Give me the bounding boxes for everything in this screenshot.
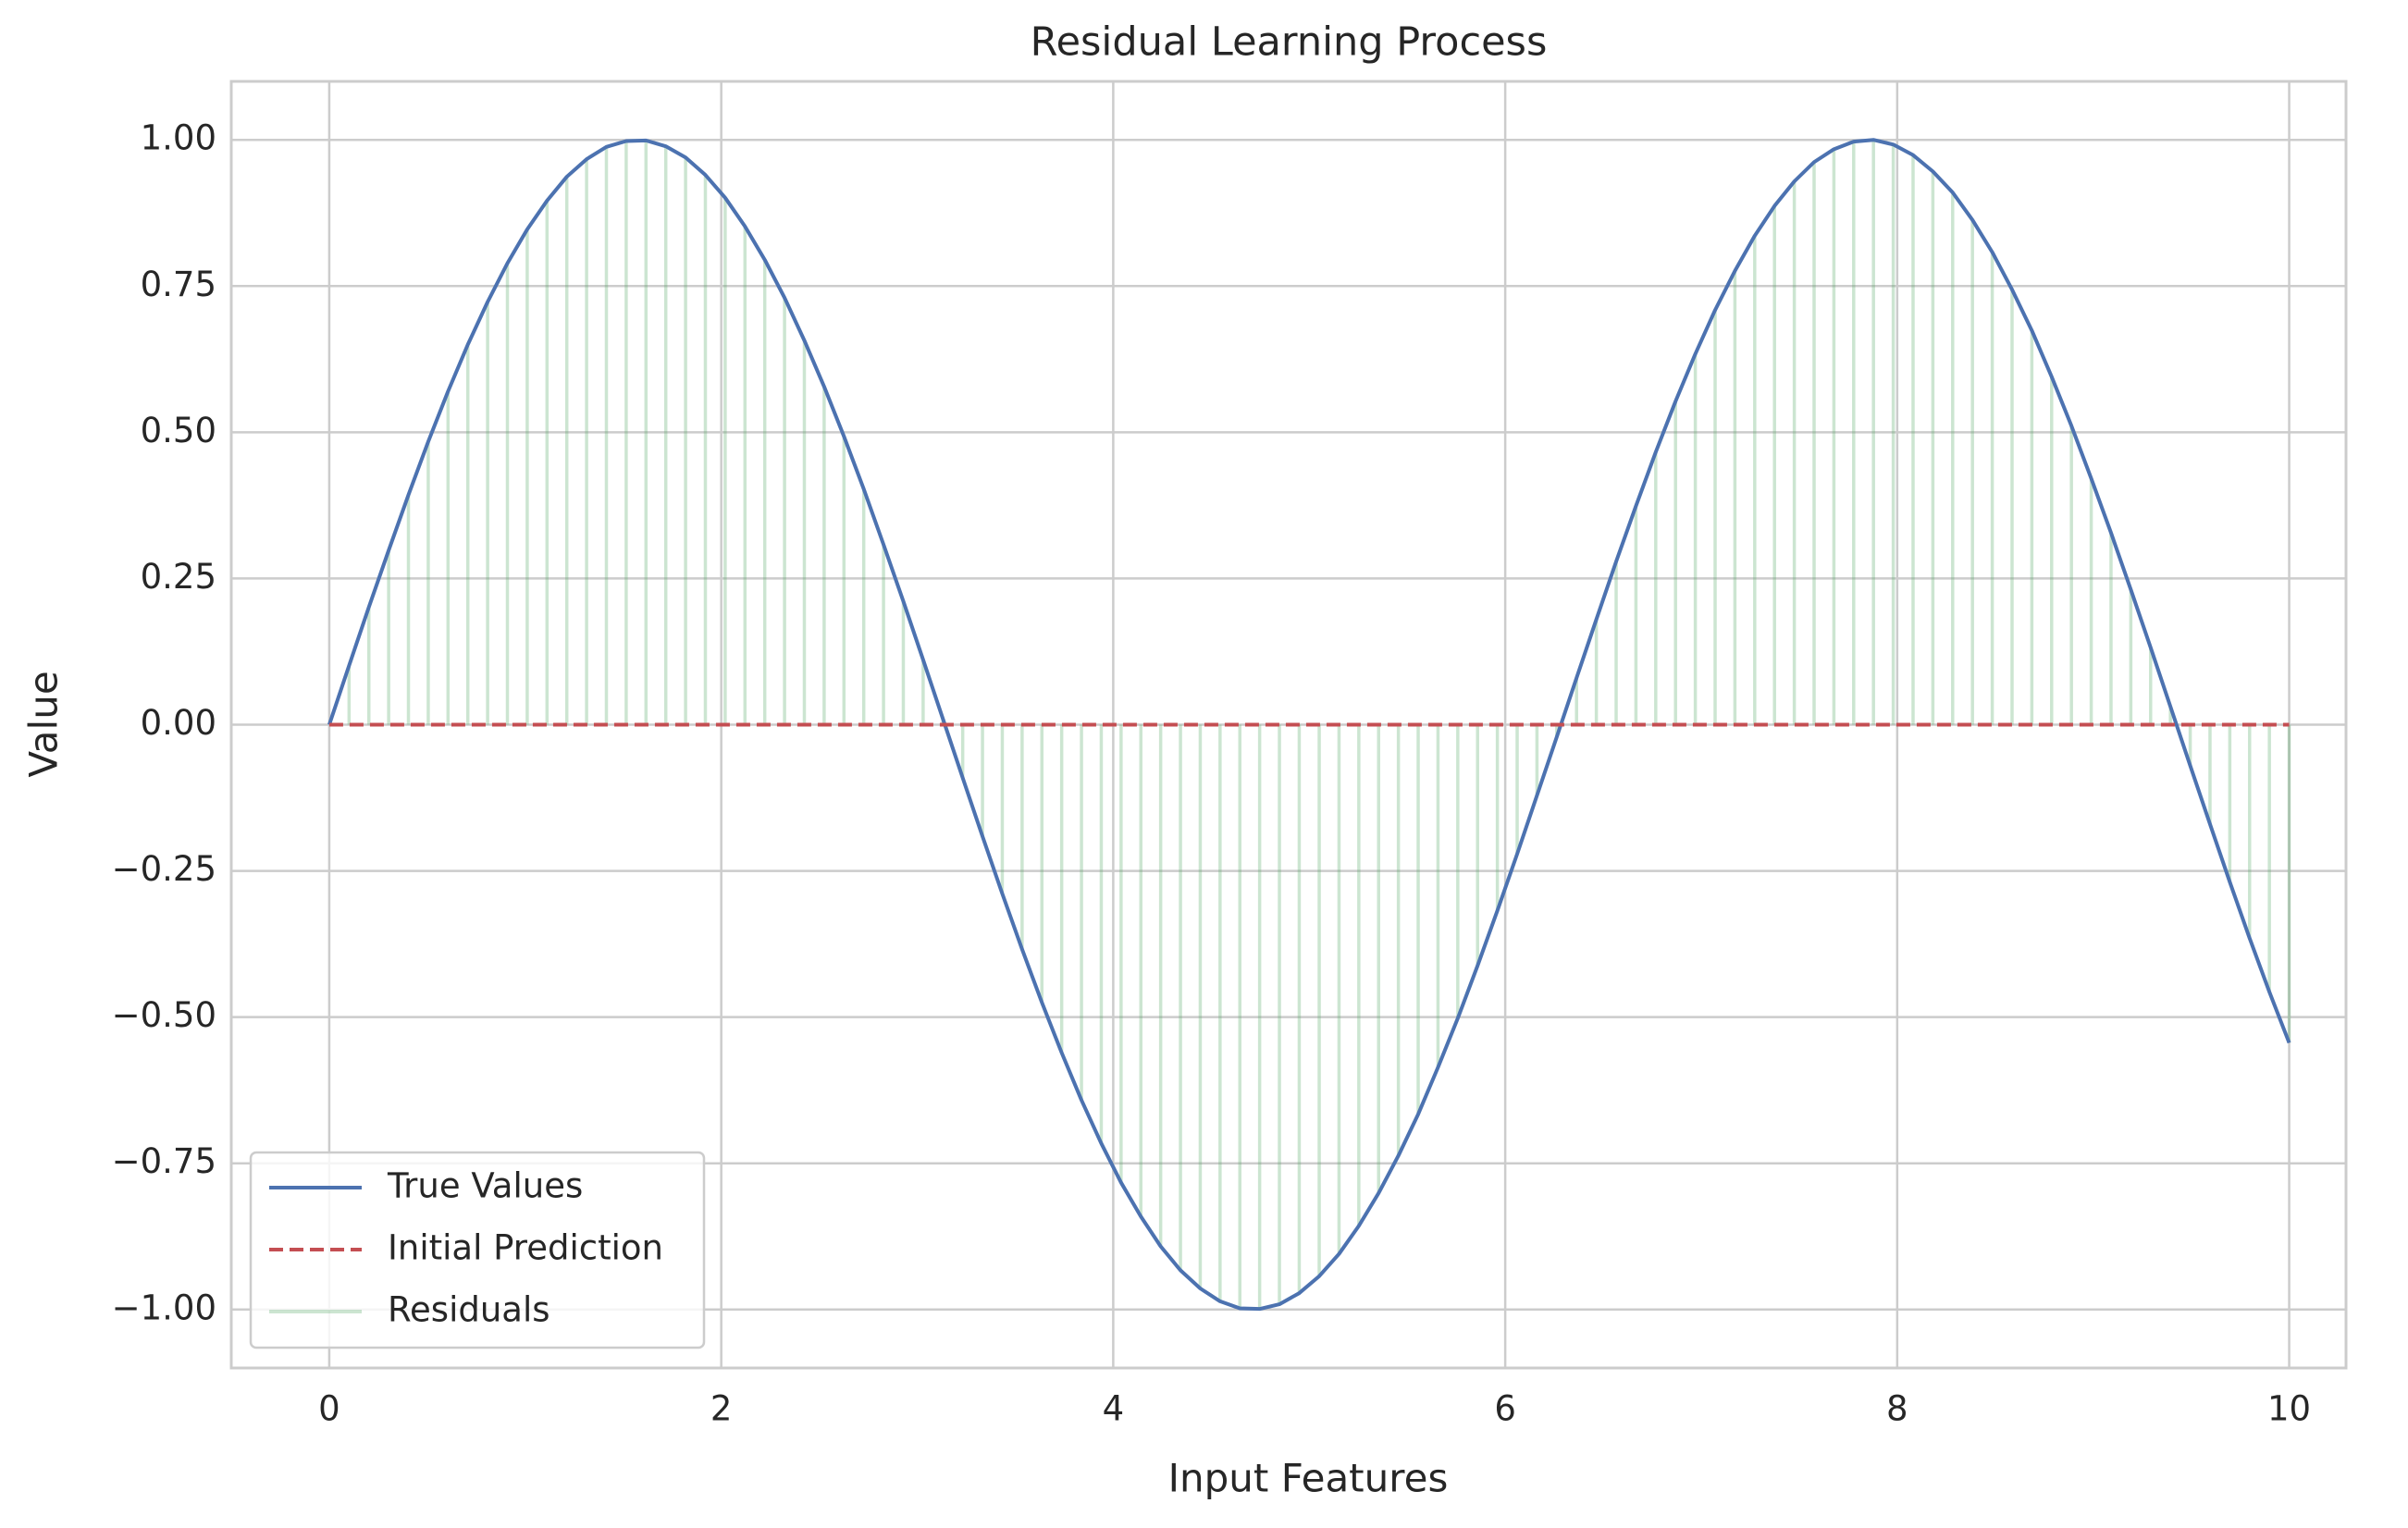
series-line <box>327 138 2291 1312</box>
y-tick-label: 1.00 <box>141 118 216 158</box>
y-axis-label: Value <box>21 671 67 777</box>
legend-label: Residuals <box>388 1290 550 1330</box>
y-tick-label: −0.25 <box>112 849 216 889</box>
axes-frame <box>229 80 2348 1370</box>
x-tick-label: 0 <box>318 1389 340 1429</box>
chart-title: Residual Learning Process <box>1031 19 1548 66</box>
legend-label: True Values <box>387 1166 583 1206</box>
legend-label: Initial Prediction <box>388 1228 663 1268</box>
y-tick-label: 0.50 <box>141 411 216 450</box>
y-tick-label: 0.25 <box>141 557 216 597</box>
y-tick-label: −1.00 <box>112 1288 216 1327</box>
x-tick-label: 2 <box>710 1389 733 1429</box>
y-tick-label: −0.75 <box>112 1141 216 1181</box>
y-tick-label: 0.00 <box>141 703 216 743</box>
y-tick-label: −0.50 <box>112 995 216 1035</box>
y-tick-label: 0.75 <box>141 265 216 304</box>
x-tick-label: 6 <box>1494 1389 1516 1429</box>
legend-box <box>249 1151 706 1349</box>
x-tick-label: 8 <box>1886 1389 1908 1429</box>
x-axis-label: Input Features <box>1168 1456 1449 1501</box>
legend: True Values Initial Prediction Residuals <box>249 1151 706 1349</box>
x-tick-label: 4 <box>1103 1389 1125 1429</box>
x-tick-label: 10 <box>2267 1389 2311 1429</box>
